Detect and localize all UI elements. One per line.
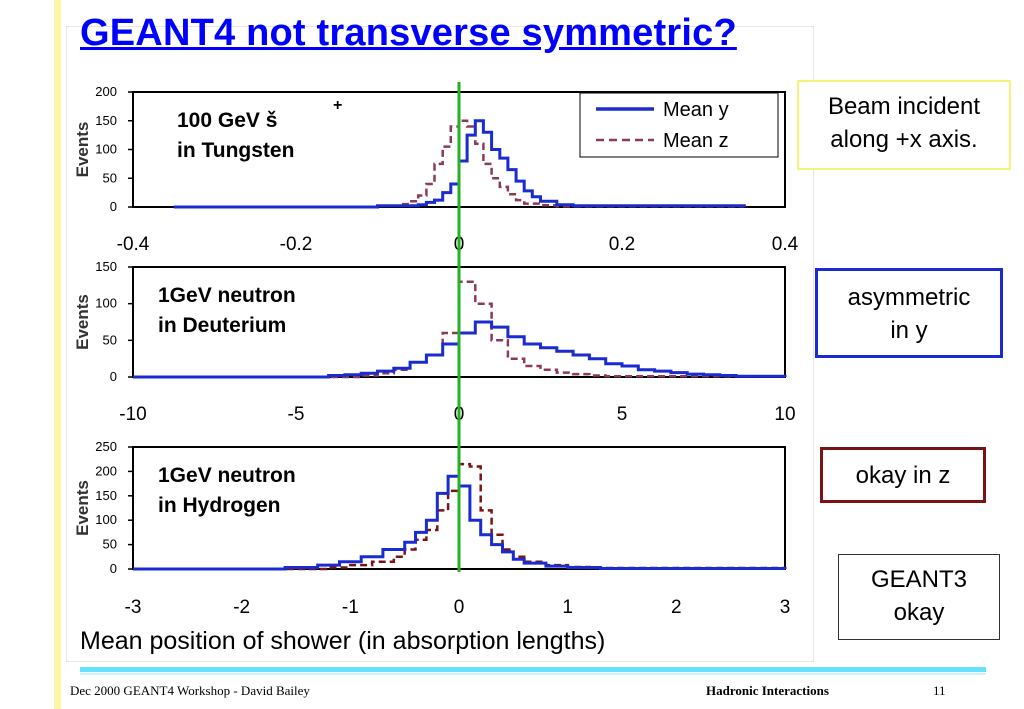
plot-annotation-line: in Deuterium xyxy=(158,314,286,337)
callout-asymmetric: asymmetric in y xyxy=(815,268,1003,358)
callout-asymmetric-line-1: asymmetric xyxy=(847,284,971,311)
x-tick-label: 10 xyxy=(774,404,795,425)
y-tick-label: 200 xyxy=(95,463,117,478)
footer-rule xyxy=(80,667,986,672)
y-tick-label: 0 xyxy=(110,561,117,576)
callout-beam-line-1: Beam incident xyxy=(827,93,981,120)
x-tick-label: -2 xyxy=(233,597,250,618)
x-tick-label: 0 xyxy=(454,597,465,618)
plot-annotation-superscript: + xyxy=(333,97,342,114)
x-tick-label: -0.4 xyxy=(117,234,150,255)
y-tick-label: 50 xyxy=(103,170,117,185)
y-axis-label: Events xyxy=(73,122,92,178)
y-tick-label: 100 xyxy=(95,142,117,157)
plot-annotation-line: in Tungsten xyxy=(177,139,294,162)
callout-geant3-line-1: GEANT3 xyxy=(870,566,968,593)
x-tick-label: 2 xyxy=(671,597,682,618)
y-tick-label: 200 xyxy=(95,84,117,99)
callout-geant3-line-2: okay xyxy=(893,599,945,626)
series-mean-y-1 xyxy=(173,119,746,209)
y-tick-label: 0 xyxy=(110,199,117,214)
x-tick-label: 1 xyxy=(562,597,573,618)
callout-geant3: GEANT3 okay xyxy=(838,554,1000,640)
x-tick-label: -10 xyxy=(119,404,146,425)
series-mean-z-1 xyxy=(173,119,746,209)
callout-beam: Beam incident along +x axis. xyxy=(797,80,1011,170)
callout-beam-line-2: along +x axis. xyxy=(830,126,978,153)
plot-annotation-line: 1GeV neutron xyxy=(158,284,296,307)
footer-section: Hadronic Interactions xyxy=(706,683,829,698)
plot-annotation-line: 100 GeV š xyxy=(177,109,277,132)
x-tick-label: 5 xyxy=(617,404,628,425)
x-tick-label: -5 xyxy=(288,404,305,425)
callout-okay-z: okay in z xyxy=(820,447,986,503)
series-mean-y-2 xyxy=(133,320,787,379)
y-tick-label: 250 xyxy=(95,439,117,454)
legend-box xyxy=(579,92,779,158)
y-tick-label: 0 xyxy=(110,369,117,384)
callout-asymmetric-line-2: in y xyxy=(890,317,928,344)
y-axis-label: Events xyxy=(73,480,92,536)
y-tick-label: 150 xyxy=(95,488,117,503)
y-tick-label: 100 xyxy=(95,512,117,527)
x-tick-label: -0.2 xyxy=(280,234,313,255)
y-tick-label: 150 xyxy=(95,113,117,128)
footer-author: Dec 2000 GEANT4 Workshop - David Bailey xyxy=(70,683,310,698)
y-tick-label: 150 xyxy=(95,259,117,274)
footer-rule-light xyxy=(80,673,986,675)
y-axis-label: Events xyxy=(73,294,92,350)
plot-annotation-line: 1GeV neutron xyxy=(158,464,296,487)
y-tick-label: 100 xyxy=(95,296,117,311)
slide-title: GEANT4 not transverse symmetric? xyxy=(80,12,737,54)
x-tick-label: -3 xyxy=(125,597,142,618)
x-tick-label: 0.4 xyxy=(772,234,799,255)
callout-okay-z-line-1: okay in z xyxy=(855,462,951,489)
x-axis-label: Mean position of shower (in absorption l… xyxy=(80,627,605,655)
legend-label: Mean y xyxy=(663,99,729,121)
x-tick-label: 3 xyxy=(780,597,791,618)
y-tick-label: 50 xyxy=(103,537,117,552)
legend-label: Mean z xyxy=(663,130,729,152)
left-accent-bar xyxy=(54,0,61,709)
y-tick-label: 50 xyxy=(103,332,117,347)
plot-annotation-line: in Hydrogen xyxy=(158,494,281,517)
x-tick-label: 0.2 xyxy=(609,234,635,255)
page-number: 11 xyxy=(933,683,946,698)
x-tick-label: -1 xyxy=(342,597,359,618)
